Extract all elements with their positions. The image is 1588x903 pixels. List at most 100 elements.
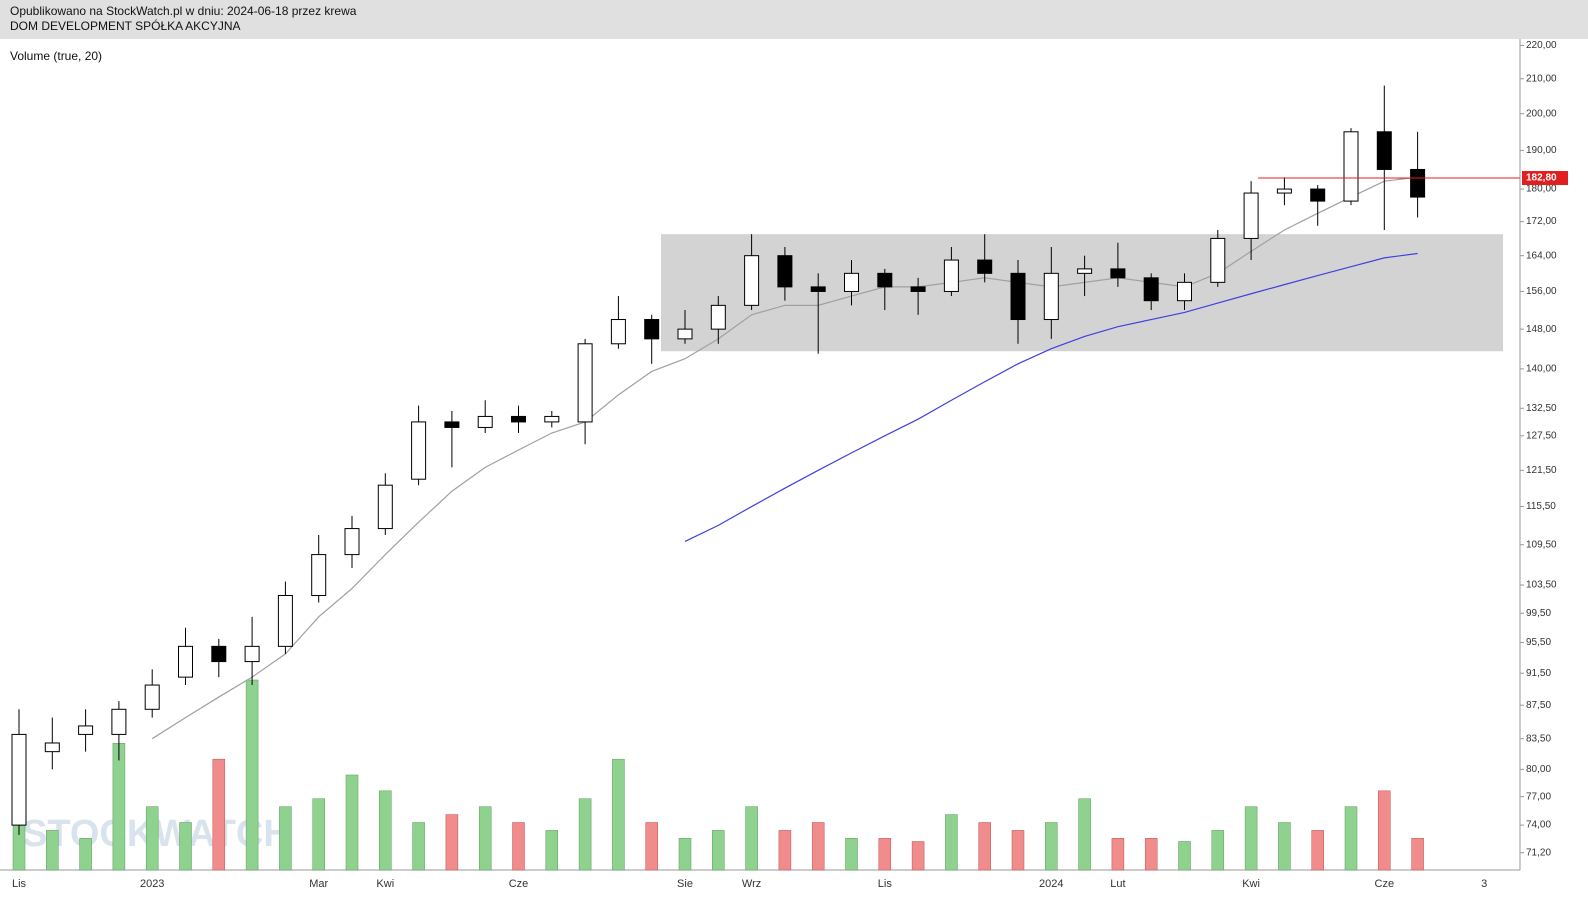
volume-bar [878, 838, 892, 871]
volume-bar [1111, 838, 1125, 871]
volume-bar [245, 679, 259, 871]
indicator-label: Volume (true, 20) [10, 49, 102, 63]
candle-body [11, 733, 27, 826]
volume-bar [379, 790, 392, 871]
reference-label: 182,80 [1526, 173, 1557, 184]
volume-bar [945, 814, 958, 871]
candle-body [910, 286, 926, 292]
candle-body [810, 286, 826, 292]
y-tick-label: 200,00 [1526, 108, 1557, 119]
moving-average [684, 252, 1418, 542]
volume-bar [778, 830, 792, 871]
candle-body [444, 421, 460, 428]
candle-body [577, 343, 593, 423]
published-note: Opublikowano na StockWatch.pl w dniu: 20… [10, 4, 357, 18]
volume-bar [79, 838, 92, 871]
y-tick-label: 91,50 [1526, 668, 1551, 679]
volume-bar [412, 822, 425, 871]
volume-bar [1411, 838, 1424, 871]
x-tick-label: Cze [509, 878, 529, 890]
volume-bar [1378, 790, 1391, 871]
x-tick-label: Sie [677, 878, 693, 890]
x-tick-label: 3 [1481, 878, 1487, 890]
volume-bar [1011, 830, 1025, 871]
x-tick-label: Lut [1110, 878, 1125, 890]
x-tick-label: Lis [878, 878, 893, 890]
candle-body [244, 645, 260, 663]
candle-body [710, 304, 726, 330]
y-tick-label: 190,00 [1526, 145, 1557, 156]
volume-bar [112, 743, 126, 871]
y-tick-label: 74,00 [1526, 820, 1551, 831]
volume-bar [811, 822, 825, 871]
x-tick-label: Lis [12, 878, 27, 890]
volume-bar [712, 830, 725, 871]
header-band [0, 0, 1588, 39]
candle-body [411, 421, 427, 480]
candle-body [511, 415, 526, 423]
candle-body [344, 528, 360, 556]
candle-body [211, 645, 227, 663]
candle-body [311, 554, 327, 596]
candle-body [1310, 188, 1326, 202]
x-tick-label: Kwi [1242, 878, 1260, 890]
y-tick-label: 220,00 [1526, 40, 1557, 51]
volume-bar [1311, 830, 1324, 871]
candle-body [677, 328, 693, 340]
y-tick-label: 77,00 [1526, 791, 1551, 802]
candle-body [178, 645, 193, 678]
volume-bar [1178, 841, 1191, 871]
volume-bar [179, 822, 192, 871]
candle-body [943, 259, 959, 292]
volume-bar [312, 798, 325, 871]
volume-bar [1211, 830, 1225, 871]
volume-bar [978, 822, 991, 871]
candle-body [744, 255, 760, 306]
candle-body [1043, 272, 1059, 321]
x-tick-label: 2024 [1039, 878, 1063, 890]
x-tick-label: 2023 [140, 878, 164, 890]
candle-body [377, 484, 393, 530]
volume-bar [1144, 838, 1158, 871]
candle-body [1243, 192, 1259, 239]
candle-body [1010, 272, 1026, 321]
volume-bar [512, 822, 525, 871]
company-name: DOM DEVELOPMENT SPÓŁKA AKCYJNA [10, 18, 241, 33]
x-tick-label: Cze [1375, 878, 1395, 890]
y-tick-label: 103,50 [1526, 580, 1557, 591]
reference-label-box [1522, 171, 1568, 186]
volume-bar [1078, 798, 1091, 871]
volume-bar [545, 830, 559, 871]
candle-body [144, 684, 160, 710]
candle-body [78, 725, 94, 735]
candle-body [277, 594, 293, 647]
candle-body [777, 255, 793, 288]
volume-bar [46, 830, 59, 871]
y-tick-label: 127,50 [1526, 430, 1557, 441]
y-tick-label: 80,00 [1526, 764, 1551, 775]
candle-body [1143, 277, 1159, 302]
volume-bar [645, 822, 658, 871]
y-tick-label: 109,50 [1526, 539, 1557, 550]
candle-body [1110, 268, 1126, 279]
y-tick-label: 95,50 [1526, 637, 1551, 648]
volume-bar [279, 806, 292, 871]
y-tick-label: 164,00 [1526, 250, 1557, 261]
candle-body [544, 415, 560, 423]
volume-bar [212, 758, 226, 871]
volume-bar [345, 774, 359, 871]
candle-body [1210, 237, 1226, 283]
y-tick-label: 148,00 [1526, 324, 1557, 335]
y-tick-label: 99,50 [1526, 608, 1551, 619]
y-tick-label: 132,50 [1526, 403, 1557, 414]
candle-body [610, 319, 626, 345]
y-tick-label: 180,00 [1526, 184, 1557, 195]
volume-bar [911, 841, 925, 871]
candle-body [477, 415, 493, 428]
volume-bar [1244, 806, 1258, 871]
x-tick-label: Mar [309, 878, 328, 890]
y-tick-label: 71,20 [1526, 847, 1551, 858]
candle-body [1343, 131, 1359, 202]
